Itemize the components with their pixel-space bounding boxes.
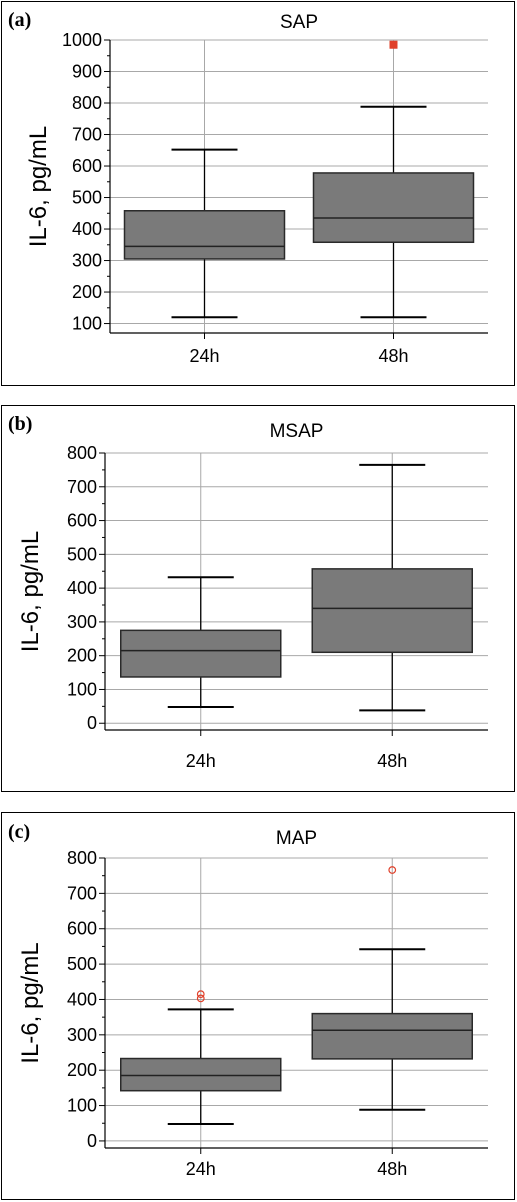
box-iqr	[311, 1012, 473, 1060]
y-tick-label: 400	[72, 219, 102, 239]
y-tick-label: 800	[67, 848, 97, 868]
y-tick-label: 0	[87, 1131, 97, 1151]
chart-title: SAP	[280, 12, 318, 33]
x-category-label: 24h	[186, 751, 216, 771]
y-tick-label: 300	[67, 1025, 97, 1045]
y-tick-label: 200	[72, 282, 102, 302]
box-iqr	[311, 568, 473, 654]
box-iqr	[120, 1057, 282, 1092]
y-tick-label: 900	[72, 62, 102, 82]
y-tick-label: 200	[67, 646, 97, 666]
y-tick-label: 100	[67, 1096, 97, 1116]
outlier-point	[196, 990, 205, 999]
chart-title: MAP	[276, 828, 317, 849]
panel-c-frame	[1, 812, 515, 1200]
y-tick-label: 700	[67, 477, 97, 497]
y-tick-label: 300	[72, 251, 102, 271]
x-category-label: 24h	[189, 346, 219, 366]
outlier-point	[388, 866, 397, 874]
y-tick-label: 0	[87, 713, 97, 733]
box-iqr	[120, 629, 282, 678]
y-tick-label: 300	[67, 612, 97, 632]
y-tick-label: 800	[67, 443, 97, 463]
y-tick-label: 1000	[62, 30, 102, 50]
y-tick-label: 500	[67, 954, 97, 974]
box-iqr	[123, 210, 286, 260]
chart-title: MSAP	[270, 421, 324, 442]
y-axis-label: IL-6, pg/mL	[17, 942, 44, 1063]
y-tick-label: 600	[67, 511, 97, 531]
panel-label: (c)	[8, 821, 30, 843]
y-tick-label: 500	[72, 188, 102, 208]
y-tick-label: 200	[67, 1060, 97, 1080]
y-axis-label: IL-6, pg/mL	[25, 126, 52, 247]
outlier-point	[389, 40, 398, 49]
x-category-label: 48h	[378, 346, 408, 366]
y-tick-label: 100	[67, 679, 97, 699]
x-category-label: 48h	[377, 751, 407, 771]
y-tick-label: 800	[72, 93, 102, 113]
y-tick-label: 700	[67, 883, 97, 903]
y-tick-label: 400	[67, 989, 97, 1009]
panel-label: (a)	[8, 9, 31, 31]
y-tick-label: 600	[67, 919, 97, 939]
outlier-point	[196, 994, 205, 1003]
box-iqr	[312, 172, 475, 244]
x-category-label: 24h	[186, 1159, 216, 1179]
y-tick-label: 100	[72, 314, 102, 334]
y-tick-label: 400	[67, 578, 97, 598]
y-axis-label: IL-6, pg/mL	[17, 531, 44, 652]
panel-label: (b)	[8, 413, 32, 435]
y-tick-label: 600	[72, 156, 102, 176]
x-category-label: 48h	[377, 1159, 407, 1179]
y-tick-label: 700	[72, 125, 102, 145]
y-tick-label: 500	[67, 544, 97, 564]
